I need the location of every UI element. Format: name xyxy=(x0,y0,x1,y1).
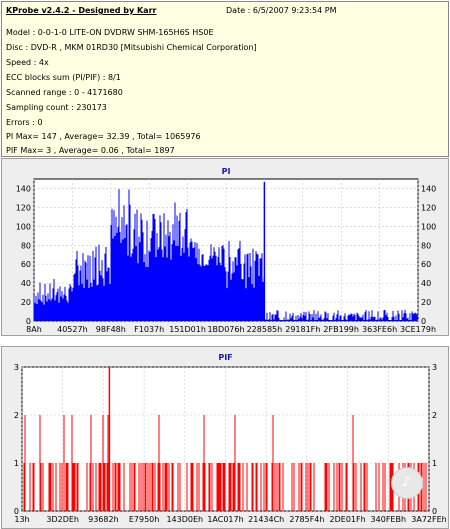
x-tick-label: 2FB199h xyxy=(323,325,359,334)
y-tick-label-right: 20 xyxy=(421,298,431,307)
x-tick-label: 98F48h xyxy=(96,325,126,334)
y-tick-label-left: 0 xyxy=(26,317,31,326)
x-tick-label: 1AC017h xyxy=(207,515,243,524)
x-tick-label: F1037h xyxy=(134,325,164,334)
pi-chart-panel: PI 0 0 20 20 40 40 60 60 80 80 100 100 120 120 140 140 8A… xyxy=(1,158,449,336)
x-tick-label: 363FE6h xyxy=(362,325,397,334)
sampling-count: Sampling count : 230173 xyxy=(6,103,107,112)
y-tick-label-right: 2 xyxy=(432,411,437,420)
x-tick-label: 3CE179h xyxy=(400,325,436,334)
pif-chart: PIF 0 0 1 1 2 2 3 3 13h 3D2DEh 93682h E7950h 143D0Eh 1… xyxy=(14,353,447,524)
x-tick-label: 228585h xyxy=(247,325,283,334)
pi-summary: PI Max= 147 , Average= 32.39 , Total= 10… xyxy=(6,132,201,141)
chart-title: PI xyxy=(222,167,231,176)
y-tick-label-left: 20 xyxy=(21,298,31,307)
x-tick-label: 21434Ch xyxy=(248,515,284,524)
drive-model: Model : 0-0-1-0 LITE-ON DVDRW SHM-165H6S… xyxy=(6,28,214,37)
y-tick-label-left: 100 xyxy=(16,222,31,231)
y-tick-label-left: 80 xyxy=(21,241,31,250)
y-tick-label-left: 1 xyxy=(14,459,19,468)
y-tick-label-left: 3 xyxy=(14,363,19,372)
x-tick-label: 40527h xyxy=(57,325,88,334)
y-tick-label-right: 140 xyxy=(421,184,436,193)
y-tick-label-left: 140 xyxy=(16,184,31,193)
pif-chart-panel: PIF 0 0 1 1 2 2 3 3 13h 3D2DEh 93682h E7950h 143D0Eh 1… xyxy=(1,346,449,529)
x-tick-label: 2DE01Fh xyxy=(330,515,366,524)
y-tick-label-right: 120 xyxy=(421,203,436,212)
x-tick-label: 3D2DEh xyxy=(46,515,79,524)
y-tick-label-left: 120 xyxy=(16,203,31,212)
y-tick-label-right: 60 xyxy=(421,260,431,269)
y-tick-label-right: 100 xyxy=(421,222,436,231)
error-count: Errors : 0 xyxy=(6,118,43,127)
bars xyxy=(23,367,427,511)
x-tick-label: 93682h xyxy=(88,515,119,524)
x-tick-label: 13h xyxy=(14,515,29,524)
y-tick-label-right: 1 xyxy=(432,459,437,468)
y-tick-label-left: 2 xyxy=(14,411,19,420)
y-tick-label-left: 40 xyxy=(21,279,31,288)
x-tick-label: 1BD076h xyxy=(207,325,244,334)
disc-type: Disc : DVD-R , MKM 01RD30 [Mitsubishi Ch… xyxy=(6,43,257,52)
scan-date: Date : 6/5/2007 9:23:54 PM xyxy=(226,6,337,15)
bars xyxy=(33,181,418,321)
y-tick-label-right: 40 xyxy=(421,279,431,288)
x-tick-label: 2785F4h xyxy=(289,515,324,524)
x-tick-label: E7950h xyxy=(129,515,159,524)
scan-speed: Speed : 4x xyxy=(6,58,49,67)
x-tick-label: 340FEBh xyxy=(371,515,406,524)
x-tick-label: 29181Fh xyxy=(285,325,320,334)
x-tick-label: 8Ah xyxy=(26,325,42,334)
y-tick-label-left: 0 xyxy=(14,507,19,516)
x-tick-label: 151D01h xyxy=(169,325,206,334)
kprobe-logo: ♪ xyxy=(391,467,423,499)
y-tick-label-left: 60 xyxy=(21,260,31,269)
y-tick-label-right: 80 xyxy=(421,241,431,250)
y-tick-label-right: 0 xyxy=(421,317,426,326)
y-tick-label-right: 0 xyxy=(432,507,437,516)
pi-chart: PI 0 0 20 20 40 40 60 60 80 80 100 100 120 120 140 140 8A… xyxy=(16,167,437,334)
scanned-range: Scanned range : 0 - 4171680 xyxy=(6,88,123,97)
info-panel: KProbe v2.4.2 - Designed by Karr Date : … xyxy=(1,1,449,157)
logo-glyph-icon: ♪ xyxy=(402,475,411,490)
app-title: KProbe v2.4.2 - Designed by Karr xyxy=(6,6,157,15)
x-tick-label: 143D0Eh xyxy=(166,515,203,524)
ecc-blocks: ECC blocks sum (PI/PIF) : 8/1 xyxy=(6,73,121,82)
x-tick-label: 3A72FEh xyxy=(411,515,446,524)
pif-summary: PIF Max= 3 , Average= 0.06 , Total= 1897 xyxy=(6,146,175,155)
chart-title: PIF xyxy=(218,353,232,362)
y-tick-label-right: 3 xyxy=(432,363,437,372)
